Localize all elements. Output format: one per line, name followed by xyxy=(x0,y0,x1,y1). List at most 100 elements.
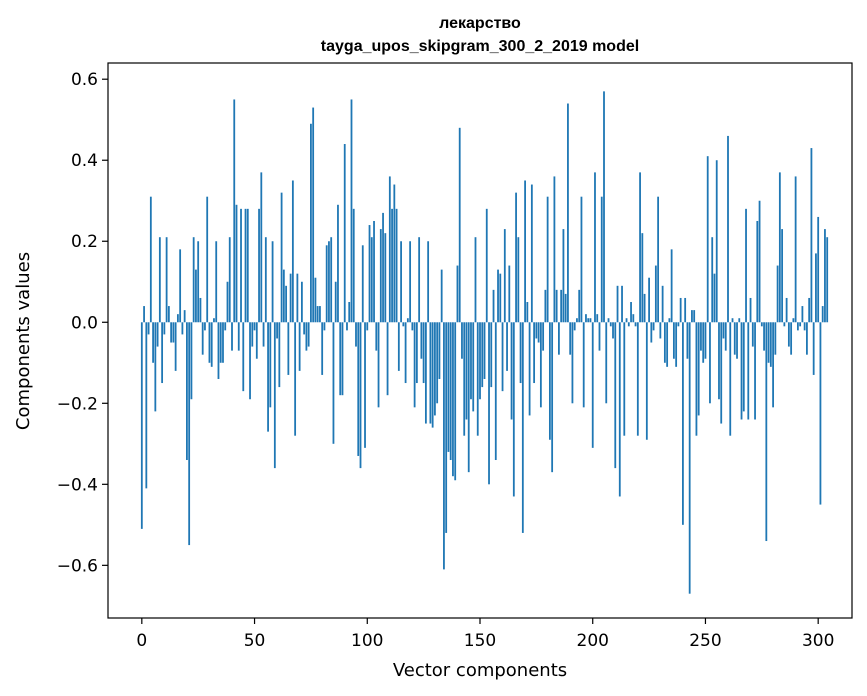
bar xyxy=(521,322,524,533)
bar xyxy=(769,322,772,367)
bar xyxy=(740,322,743,420)
bar xyxy=(641,233,644,323)
bar xyxy=(715,160,718,323)
bar xyxy=(488,322,490,485)
y-tick-label: −0.4 xyxy=(57,475,98,495)
bar xyxy=(307,322,310,347)
bar xyxy=(431,322,434,428)
bar xyxy=(377,322,380,408)
bar xyxy=(298,322,301,371)
bar xyxy=(479,322,481,400)
bar xyxy=(181,322,184,335)
x-tick-label: 300 xyxy=(802,631,834,651)
bar xyxy=(280,192,283,323)
bar xyxy=(691,310,693,323)
bar xyxy=(237,322,240,351)
bar xyxy=(535,322,538,339)
bar xyxy=(506,322,508,371)
bar xyxy=(512,322,515,497)
bar xyxy=(632,314,635,323)
bar xyxy=(296,273,299,323)
bar xyxy=(713,273,716,323)
bar xyxy=(434,322,436,416)
bar xyxy=(774,322,777,355)
bar xyxy=(149,196,152,323)
bar xyxy=(172,322,175,343)
x-tick-label: 100 xyxy=(351,631,383,651)
bar xyxy=(817,216,820,323)
bar xyxy=(645,322,648,440)
bar xyxy=(359,322,362,469)
bar xyxy=(553,176,556,323)
bar xyxy=(445,322,448,533)
bar xyxy=(312,107,315,323)
y-tick-label: 0.6 xyxy=(71,70,98,90)
bar xyxy=(355,322,357,347)
bar xyxy=(140,322,143,529)
bar xyxy=(639,172,641,323)
bar xyxy=(314,277,317,323)
bar xyxy=(249,322,251,400)
bar xyxy=(605,322,608,404)
bar xyxy=(634,322,637,327)
bar xyxy=(596,314,599,323)
bar xyxy=(627,322,630,327)
bar xyxy=(147,322,150,335)
bar xyxy=(801,306,804,323)
bar xyxy=(199,297,202,323)
bar xyxy=(812,322,815,375)
bar xyxy=(600,196,603,323)
bar xyxy=(145,322,148,489)
bar xyxy=(503,229,506,323)
bar xyxy=(749,297,752,323)
bar xyxy=(650,322,653,343)
bar xyxy=(783,322,786,327)
bar xyxy=(255,322,258,359)
bar xyxy=(449,322,452,461)
bar xyxy=(546,196,549,323)
bar xyxy=(310,123,312,323)
bar xyxy=(826,237,829,323)
bar xyxy=(544,289,547,323)
bar xyxy=(706,156,709,323)
bar xyxy=(803,322,806,331)
bar xyxy=(325,245,328,323)
bar xyxy=(621,285,623,323)
bar xyxy=(188,322,191,546)
bar xyxy=(562,229,565,323)
bar xyxy=(785,297,788,323)
bar xyxy=(186,322,188,461)
bar xyxy=(213,318,215,323)
bar xyxy=(824,229,826,323)
bar xyxy=(573,322,576,331)
bar xyxy=(539,322,542,408)
bar xyxy=(548,322,551,440)
bar xyxy=(154,322,157,412)
bar xyxy=(510,322,513,420)
bar xyxy=(228,237,231,323)
x-tick-label: 200 xyxy=(577,631,609,651)
bar xyxy=(682,322,684,525)
bar xyxy=(625,318,628,323)
bar xyxy=(747,322,750,420)
bar xyxy=(657,196,660,323)
y-tick-label: 0.2 xyxy=(71,232,98,252)
bar xyxy=(339,322,342,396)
bar xyxy=(738,318,741,323)
bar xyxy=(319,306,321,323)
bar xyxy=(465,322,468,420)
bar xyxy=(494,322,497,461)
bar xyxy=(808,297,811,323)
bar xyxy=(751,322,754,347)
bar xyxy=(244,208,247,323)
bar xyxy=(183,310,186,323)
bar xyxy=(569,322,572,355)
bar xyxy=(427,241,430,323)
bar xyxy=(672,322,675,359)
bar xyxy=(386,322,389,396)
bar xyxy=(174,322,177,371)
bar xyxy=(294,322,297,436)
bar xyxy=(760,322,763,327)
bar xyxy=(731,318,734,323)
bar xyxy=(436,322,439,404)
